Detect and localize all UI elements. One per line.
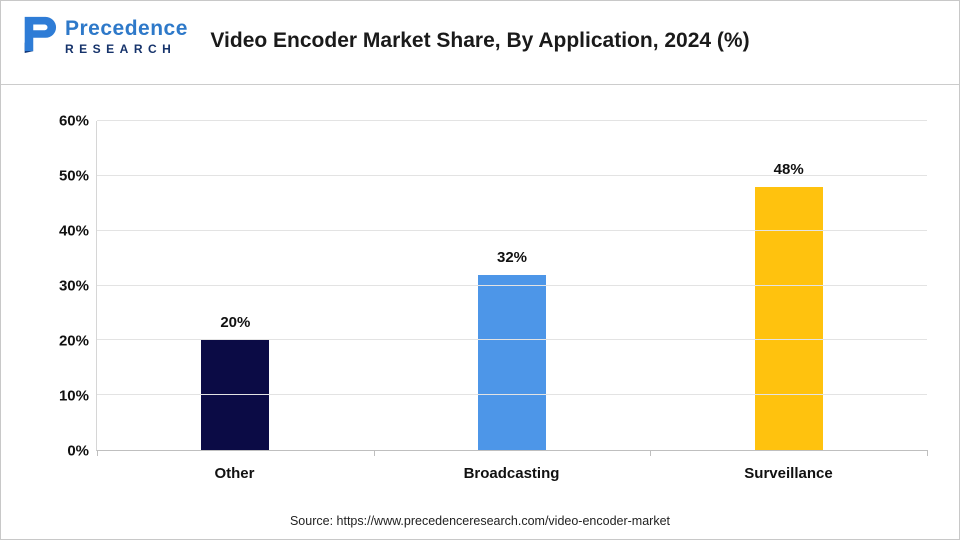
plot-area: 20% 32% 48% <box>96 120 928 456</box>
bar-value-label: 20% <box>220 314 251 332</box>
y-tick-label: 40% <box>58 222 89 240</box>
logo-text: Precedence RESEARCH <box>65 16 188 56</box>
x-axis-tick <box>927 450 928 456</box>
bar-other: 20% <box>201 314 270 450</box>
x-axis-tick <box>650 450 652 456</box>
bar-broadcasting: 32% <box>478 249 546 450</box>
source-text: Source: https://www.precedenceresearch.c… <box>289 514 671 528</box>
gridline <box>97 120 927 121</box>
gridline <box>97 174 927 176</box>
x-axis-label-other: Other <box>214 465 255 482</box>
bar-column-broadcasting: 32% <box>374 121 651 450</box>
gridline <box>97 339 927 341</box>
y-tick-label: 10% <box>58 387 89 405</box>
y-axis: 0% 10% 20% 30% 40% 50% 60% <box>31 113 89 460</box>
bar-columns: 20% 32% 48% <box>97 121 927 450</box>
logo-wordmark: Precedence <box>65 16 188 40</box>
header: Precedence RESEARCH Video Encoder Market… <box>1 1 959 85</box>
logo-p-icon <box>19 15 57 58</box>
gridline <box>97 284 927 286</box>
source-line: Source: https://www.precedenceresearch.c… <box>1 514 959 528</box>
bar-surveillance: 48% <box>754 161 823 450</box>
y-tick-label: 0% <box>67 442 89 460</box>
y-tick-label: 20% <box>58 332 89 350</box>
bar-value-label: 32% <box>496 248 528 266</box>
logo-subtitle: RESEARCH <box>65 41 177 56</box>
chart-title: Video Encoder Market Share, By Applicati… <box>210 29 750 52</box>
bar-value-label: 48% <box>773 160 804 178</box>
y-tick-label: 50% <box>58 167 89 185</box>
gridline <box>97 394 927 396</box>
x-axis-tick <box>97 450 98 456</box>
x-axis-label-broadcasting: Broadcasting <box>463 465 560 482</box>
bar-column-other: 20% <box>97 121 374 450</box>
x-axis-labels: Other Broadcasting Surveillance <box>96 465 927 482</box>
precedence-research-logo: Precedence RESEARCH <box>19 15 188 58</box>
y-tick-label: 30% <box>58 277 89 295</box>
y-tick-label: 60% <box>58 112 89 130</box>
gridline <box>97 229 927 231</box>
bar-column-surveillance: 48% <box>650 121 927 450</box>
x-axis-tick <box>373 450 375 456</box>
x-axis-label-surveillance: Surveillance <box>744 465 833 482</box>
